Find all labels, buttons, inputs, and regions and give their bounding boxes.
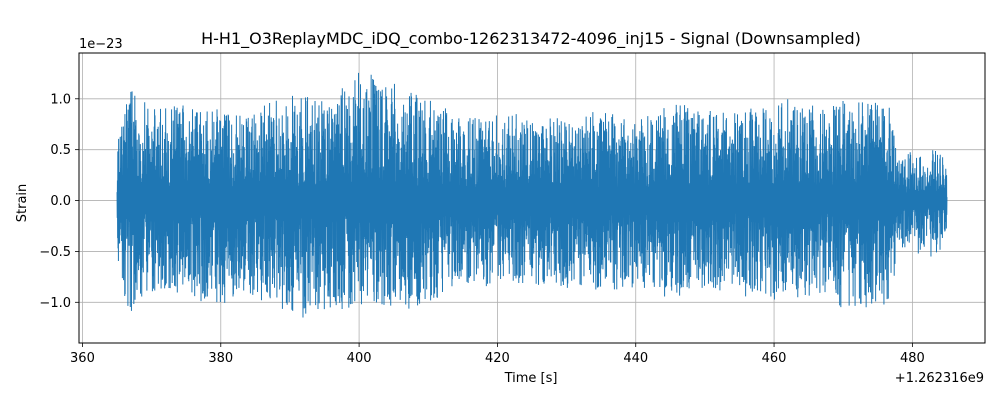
y-tick-label: 0.5 [50,143,71,158]
y-tick-label: 0.0 [50,194,71,209]
x-tick-label: 480 [900,351,925,366]
y-tick-label: −0.5 [39,245,71,260]
signal-series-line [116,72,948,318]
x-tick-label: 380 [208,351,233,366]
y-axis-ticks: −1.0 −0.5 0.0 0.5 1.0 [39,92,79,311]
y-tick-label: −1.0 [39,296,71,311]
x-tick-label: 440 [623,351,648,366]
y-scale-label: 1e−23 [79,37,123,52]
x-tick-label: 360 [70,351,95,366]
x-tick-label: 460 [762,351,787,366]
y-axis-label: Strain [15,184,30,223]
x-axis-ticks: 360 380 400 420 440 460 480 [70,343,925,366]
x-axis-label: Time [s] [504,371,558,386]
x-tick-label: 420 [485,351,510,366]
x-offset-label: +1.262316e9 [895,371,984,386]
y-tick-label: 1.0 [50,92,71,107]
axes-frame [78,52,986,344]
x-tick-label: 400 [347,351,372,366]
chart-title: H-H1_O3ReplayMDC_iDQ_combo-1262313472-40… [201,29,861,49]
